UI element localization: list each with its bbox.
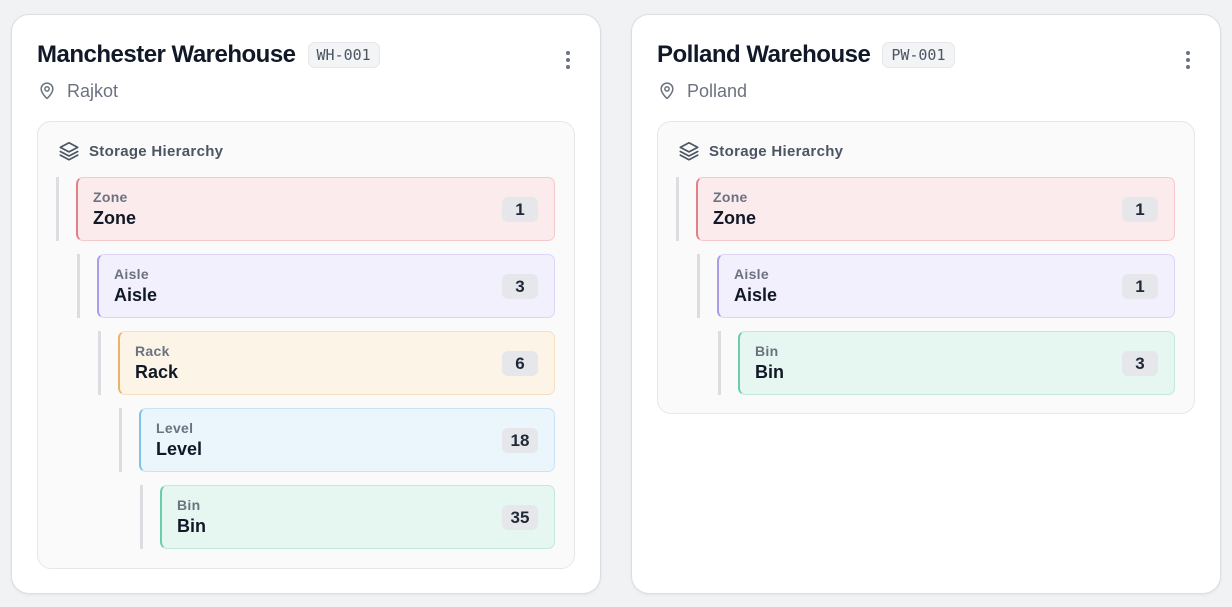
card-menu-button[interactable] xyxy=(1176,48,1200,72)
level-count-badge: 6 xyxy=(502,351,538,376)
hierarchy-guide-line xyxy=(676,177,679,241)
hierarchy-guide-line xyxy=(98,331,101,395)
hierarchy-guide-line xyxy=(56,177,59,241)
warehouse-card-header: Polland Warehouse PW-001 Polland xyxy=(657,40,1200,110)
warehouse-name: Polland Warehouse xyxy=(657,41,871,68)
hierarchy-guide-line xyxy=(77,254,80,318)
hierarchy-title: Storage Hierarchy xyxy=(709,142,844,160)
level-name: Aisle xyxy=(734,285,778,305)
level-name: Zone xyxy=(713,208,756,228)
hierarchy-guide-line xyxy=(119,408,122,472)
level-card[interactable]: Bin Bin 35 xyxy=(160,485,555,549)
hierarchy-level-zone: Zone Zone 1 xyxy=(56,177,555,241)
level-count-badge: 1 xyxy=(502,197,538,222)
level-card[interactable]: Aisle Aisle 3 xyxy=(97,254,555,318)
hierarchy-level-rack: Rack Rack 6 xyxy=(98,331,555,395)
level-count-badge: 1 xyxy=(1122,197,1158,222)
warehouse-card-header: Manchester Warehouse WH-001 Rajkot xyxy=(37,40,580,110)
level-card[interactable]: Aisle Aisle 1 xyxy=(717,254,1175,318)
level-type-label: Aisle xyxy=(734,266,769,282)
hierarchy-title: Storage Hierarchy xyxy=(89,142,224,160)
level-type-label: Bin xyxy=(177,497,201,513)
level-name: Bin xyxy=(755,362,784,382)
warehouse-location: Polland xyxy=(657,80,1200,102)
level-card[interactable]: Zone Zone 1 xyxy=(76,177,555,241)
hierarchy-guide-line xyxy=(697,254,700,318)
hierarchy-level-zone: Zone Zone 1 xyxy=(676,177,1175,241)
warehouse-card: Manchester Warehouse WH-001 Rajkot Stora… xyxy=(11,14,601,594)
hierarchy-guide-line xyxy=(718,331,721,395)
level-card[interactable]: Zone Zone 1 xyxy=(696,177,1175,241)
level-name: Level xyxy=(156,439,203,459)
level-card[interactable]: Rack Rack 6 xyxy=(118,331,555,395)
warehouse-location: Rajkot xyxy=(37,80,580,102)
level-type-label: Zone xyxy=(713,189,748,205)
level-count-badge: 35 xyxy=(502,505,538,530)
warehouse-name: Manchester Warehouse xyxy=(37,41,296,68)
level-name: Aisle xyxy=(114,285,158,305)
location-text: Rajkot xyxy=(67,80,119,101)
storage-hierarchy-panel: Storage Hierarchy Zone Zone 1 Aisle Aisl… xyxy=(657,121,1195,414)
level-type-label: Zone xyxy=(93,189,128,205)
level-type-label: Level xyxy=(156,420,194,436)
level-count-badge: 18 xyxy=(502,428,538,453)
hierarchy-level-bin: Bin Bin 3 xyxy=(718,331,1175,395)
hierarchy-guide-line xyxy=(140,485,143,549)
more-vertical-icon xyxy=(1186,51,1190,69)
level-type-label: Bin xyxy=(755,343,779,359)
hierarchy-level-bin: Bin Bin 35 xyxy=(140,485,555,549)
level-count-badge: 1 xyxy=(1122,274,1158,299)
level-card[interactable]: Bin Bin 3 xyxy=(738,331,1175,395)
warehouse-code-badge: WH-001 xyxy=(307,42,380,68)
level-name: Rack xyxy=(135,362,179,382)
level-name: Bin xyxy=(177,516,206,536)
level-card[interactable]: Level Level 18 xyxy=(139,408,555,472)
hierarchy-level-aisle: Aisle Aisle 1 xyxy=(697,254,1175,318)
more-vertical-icon xyxy=(566,51,570,69)
level-type-label: Aisle xyxy=(114,266,149,282)
level-type-label: Rack xyxy=(135,343,170,359)
card-menu-button[interactable] xyxy=(556,48,580,72)
layers-icon xyxy=(679,141,699,161)
hierarchy-level-aisle: Aisle Aisle 3 xyxy=(77,254,555,318)
storage-hierarchy-panel: Storage Hierarchy Zone Zone 1 Aisle Aisl… xyxy=(37,121,575,569)
level-count-badge: 3 xyxy=(1122,351,1158,376)
warehouse-card: Polland Warehouse PW-001 Polland Storage… xyxy=(631,14,1221,594)
level-count-badge: 3 xyxy=(502,274,538,299)
layers-icon xyxy=(59,141,79,161)
map-pin-icon xyxy=(40,82,54,100)
map-pin-icon xyxy=(660,82,674,100)
warehouse-code-badge: PW-001 xyxy=(882,42,955,68)
location-text: Polland xyxy=(687,80,748,101)
level-name: Zone xyxy=(93,208,136,228)
hierarchy-level-level: Level Level 18 xyxy=(119,408,555,472)
